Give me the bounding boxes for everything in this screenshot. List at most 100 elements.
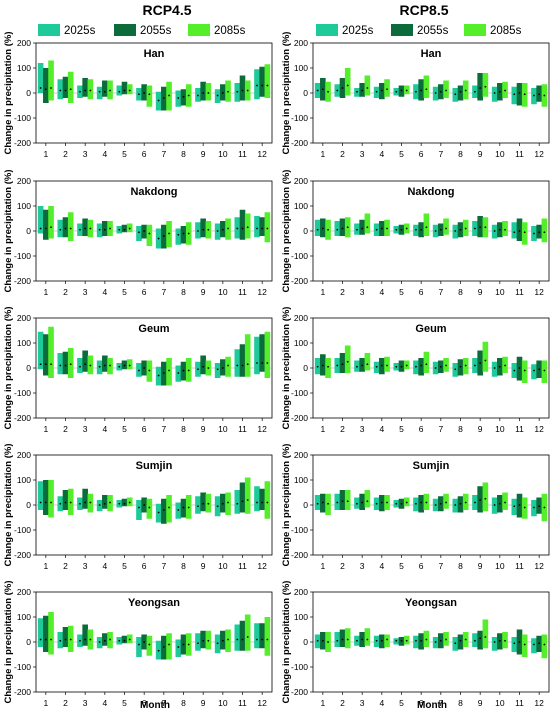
- median-2085s-m8: [187, 506, 190, 509]
- median-2085s-m2: [346, 360, 349, 363]
- panel-title: Sumjin: [136, 460, 173, 472]
- median-2085s-m7: [168, 506, 170, 509]
- y-tick-label: 100: [294, 338, 308, 348]
- median-2085s-m12: [266, 638, 269, 641]
- panel-title: Han: [421, 48, 442, 60]
- bar-2085s-m11: [244, 477, 251, 514]
- x-tick-label: 1: [43, 424, 48, 434]
- x-tick-label: 12: [534, 424, 544, 434]
- bar-2085s-m4: [384, 79, 390, 97]
- median-2025s-m8: [177, 509, 180, 511]
- median-2055s-m9: [479, 499, 482, 501]
- bar-2085s-m12: [264, 617, 271, 656]
- bar-2085s-m12: [264, 64, 271, 98]
- median-2085s-m11: [246, 363, 249, 366]
- median-2055s-m2: [341, 500, 344, 503]
- median-2085s-m12: [266, 227, 269, 230]
- median-2085s-m9: [484, 85, 487, 88]
- median-2025s-m11: [236, 364, 239, 367]
- bar-2055s-m5: [121, 498, 128, 507]
- legend-swatch-2055s: [114, 24, 136, 36]
- x-tick-label: 1: [43, 698, 48, 708]
- median-2085s-m4: [386, 88, 388, 91]
- median-2055s-m10: [221, 92, 224, 94]
- median-2085s-m8: [187, 94, 190, 97]
- median-2085s-m5: [405, 501, 408, 504]
- median-2025s-m7: [157, 99, 160, 102]
- y-tick-label: -100: [14, 113, 31, 123]
- x-tick-label: 8: [458, 698, 463, 708]
- median-2055s-m3: [361, 501, 364, 504]
- bar-2025s-m12: [531, 638, 537, 654]
- median-2025s-m12: [533, 94, 535, 97]
- median-2055s-m9: [202, 92, 205, 94]
- bar-2085s-m12: [264, 212, 271, 243]
- median-2085s-m7: [168, 369, 170, 372]
- bar-2085s-m1: [48, 480, 54, 518]
- median-2025s-m9: [197, 230, 199, 232]
- median-2055s-m10: [498, 228, 501, 231]
- bar-2085s-m1: [325, 358, 331, 378]
- median-2055s-m2: [341, 363, 344, 366]
- bar-2055s-m8: [457, 634, 464, 650]
- median-2085s-m10: [227, 364, 229, 367]
- panel-title: Han: [144, 48, 165, 60]
- bar-2055s-m9: [200, 218, 206, 238]
- bar-2055s-m9: [200, 630, 206, 649]
- median-2025s-m11: [513, 642, 516, 645]
- median-2085s-m7: [445, 89, 447, 92]
- median-2055s-m2: [64, 364, 67, 367]
- median-2055s-m12: [261, 227, 264, 230]
- median-2085s-m3: [366, 638, 369, 641]
- median-2085s-m8: [187, 369, 190, 372]
- median-2085s-m12: [266, 362, 269, 364]
- median-2085s-m5: [128, 364, 131, 367]
- median-2025s-m6: [415, 90, 417, 93]
- median-2055s-m6: [420, 89, 423, 92]
- median-2055s-m3: [361, 227, 364, 230]
- y-axis-label: Change in precipitation (%): [3, 307, 14, 430]
- median-2055s-m2: [341, 87, 344, 89]
- median-2055s-m7: [162, 372, 165, 374]
- median-2085s-m12: [543, 231, 546, 234]
- median-2085s-m9: [207, 367, 210, 369]
- median-2085s-m5: [128, 227, 131, 230]
- x-tick-label: 9: [201, 561, 206, 571]
- median-2055s-m3: [84, 638, 87, 641]
- x-tick-label: 3: [360, 698, 365, 708]
- bar-2025s-m11: [234, 624, 241, 651]
- x-tick-label: 10: [218, 287, 228, 297]
- x-tick-label: 7: [438, 698, 443, 708]
- median-2055s-m8: [459, 502, 462, 505]
- median-2055s-m8: [182, 643, 185, 646]
- median-2085s-m5: [405, 227, 408, 230]
- x-tick-label: 8: [458, 561, 463, 571]
- x-tick-label: 7: [438, 287, 443, 297]
- bar-2025s-m10: [491, 361, 498, 377]
- median-2055s-m9: [202, 502, 205, 505]
- y-tick-label: 0: [26, 226, 31, 236]
- median-2055s-m11: [518, 504, 521, 506]
- y-tick-label: -100: [291, 388, 308, 398]
- bar-2055s-m3: [82, 78, 88, 97]
- median-2025s-m5: [395, 502, 398, 505]
- median-2025s-m9: [197, 94, 199, 97]
- median-2085s-m5: [405, 364, 408, 367]
- bar-2085s-m9: [205, 83, 212, 101]
- y-tick-label: -100: [14, 662, 31, 672]
- x-tick-label: 10: [218, 149, 228, 159]
- x-tick-label: 3: [360, 424, 365, 434]
- y-tick-label: 100: [294, 63, 308, 73]
- median-2085s-m3: [366, 500, 369, 503]
- median-2025s-m9: [197, 642, 199, 645]
- median-2025s-m3: [79, 365, 81, 368]
- bar-2025s-m8: [175, 639, 182, 657]
- median-2055s-m8: [459, 365, 462, 368]
- median-2025s-m10: [493, 504, 496, 506]
- bar-2085s-m12: [541, 360, 548, 383]
- panel-title: Nakdong: [130, 186, 177, 198]
- median-2025s-m9: [474, 90, 476, 93]
